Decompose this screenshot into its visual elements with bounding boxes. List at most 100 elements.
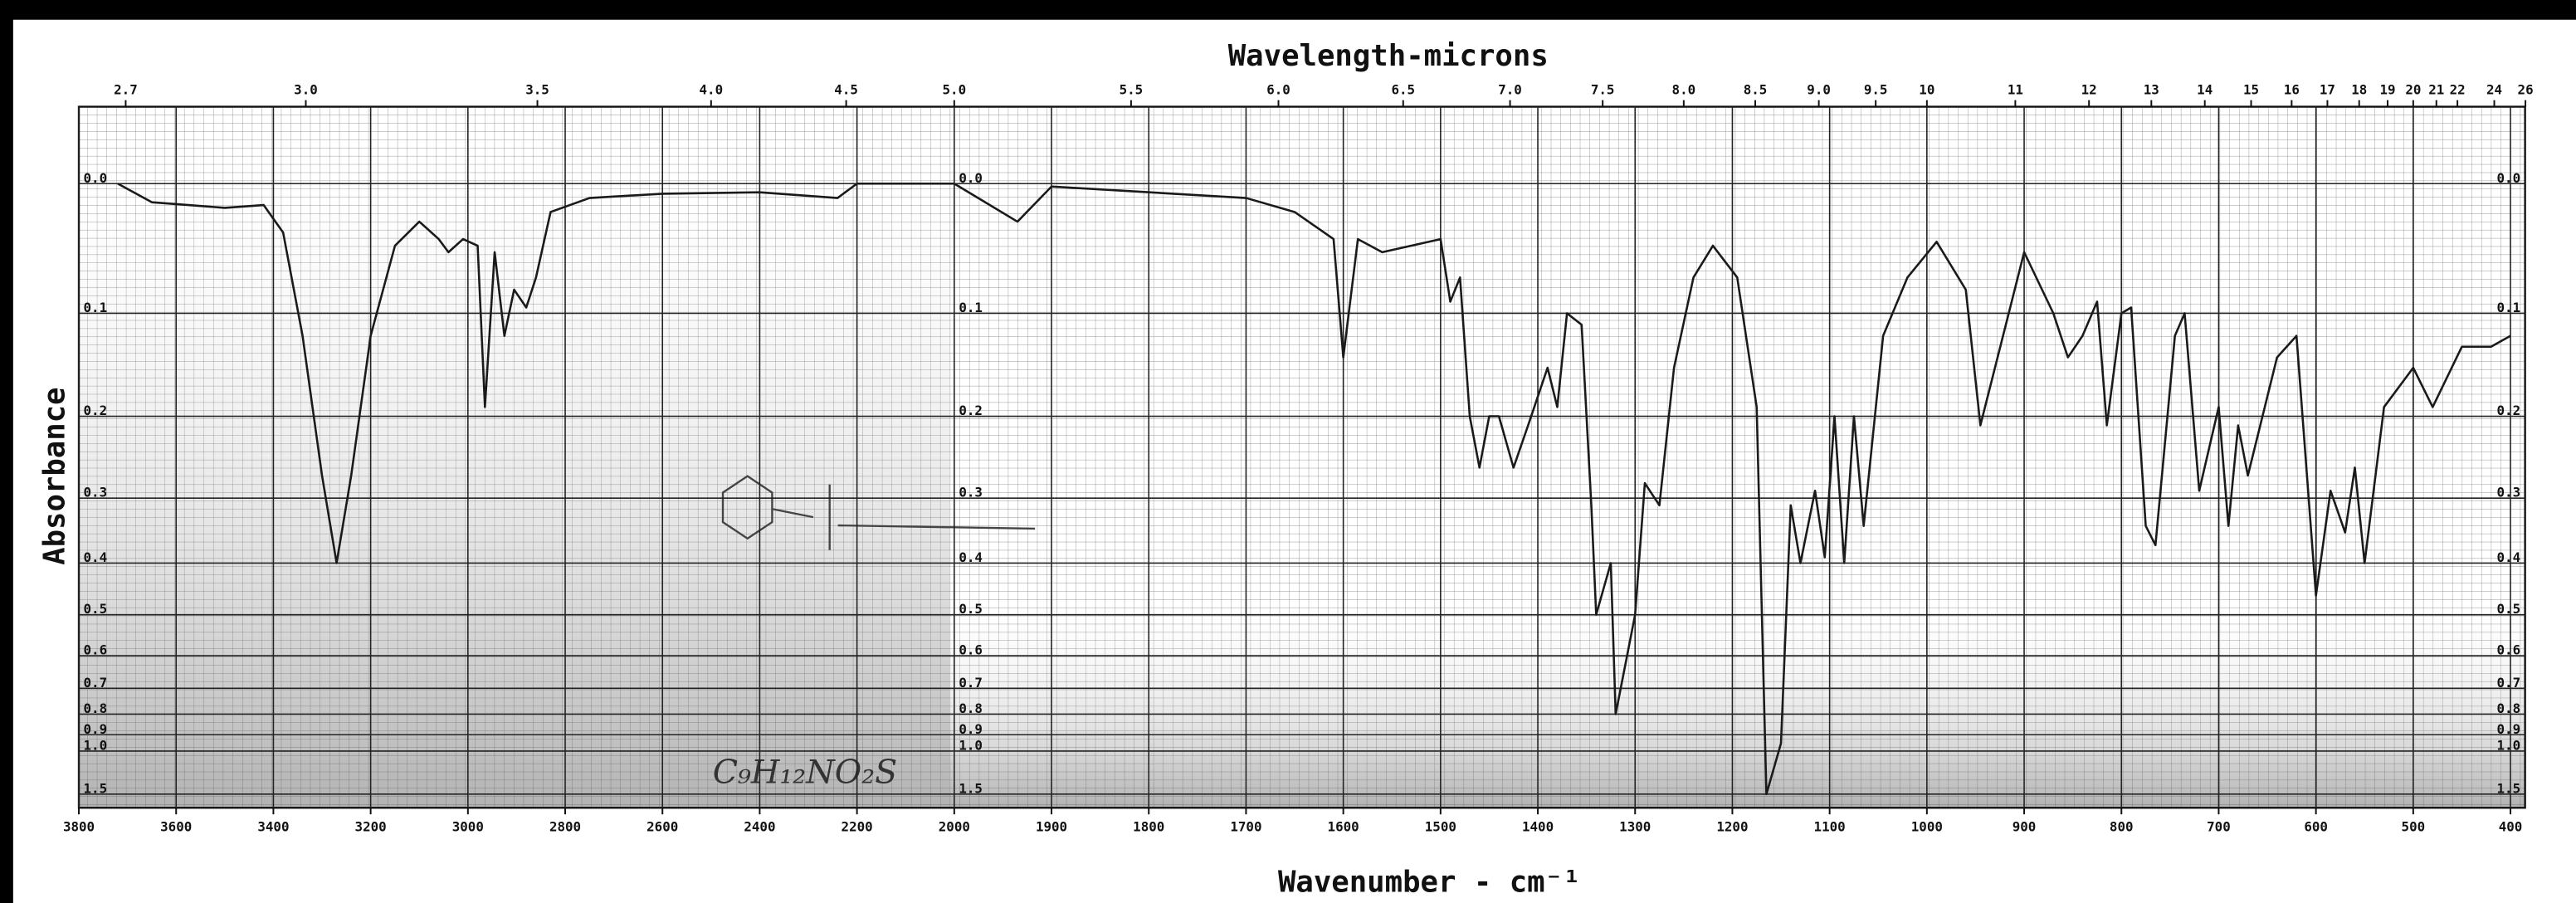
y-tick-label: 0.5 [84,601,108,617]
top-tick-label: 21 [2428,81,2444,97]
y-tick-label: 0.6 [84,642,108,658]
y-tick-label: 0.7 [959,675,983,691]
y-tick-label: 0.2 [2497,403,2521,418]
y-tick-label: 0.5 [2497,601,2521,617]
scan-border [0,0,13,903]
y-tick-label: 1.5 [959,780,983,796]
top-tick-label: 18 [2351,81,2367,97]
top-tick-label: 19 [2379,81,2395,97]
y-tick-label: 0.1 [959,300,983,315]
x-tick-label: 1500 [1425,819,1456,835]
x-tick-label: 1700 [1230,819,1261,835]
x-tick-label: 700 [2207,819,2231,835]
y-tick-label: 0.1 [2497,300,2521,315]
y-tick-label: 1.0 [959,737,983,753]
x-tick-label: 3800 [63,819,95,835]
top-tick-label: 26 [2518,81,2534,97]
top-tick-label: 11 [2008,81,2023,97]
top-tick-label: 5.5 [1120,81,1144,97]
spectrum-line [117,182,2511,796]
y-tick-label: 0.4 [959,549,983,565]
structure-sketch [721,475,1036,550]
top-tick-label: 12 [2081,81,2097,97]
top-tick-label: 8.0 [1672,81,1696,97]
annotation: C₉H₁₂NO₂S [713,754,897,792]
x-tick-label: 3600 [160,819,192,835]
x-tick-label: 1000 [1911,819,1943,835]
x-tick-label: 1600 [1328,819,1359,835]
top-tick-label: 3.5 [525,81,549,97]
x-tick-label: 1200 [1716,819,1748,835]
x-tick-label: 2400 [744,819,775,835]
y-tick-label: 0.9 [2497,721,2521,737]
x-tick-label: 2200 [842,819,873,835]
x-tick-label: 900 [2013,819,2037,835]
y-tick-label: 1.5 [84,780,108,796]
y-tick-label: 0.3 [959,485,983,500]
x-tick-label: 3400 [257,819,289,835]
top-tick-label: 4.0 [700,81,724,97]
top-tick-label: 6.0 [1266,81,1290,97]
y-tick-label: 0.4 [84,549,108,565]
top-tick-label: 24 [2486,81,2502,97]
y-axis-title: Absorbance [37,388,71,565]
y-tick-label: 0.0 [959,170,983,186]
y-tick-label: 0.7 [84,675,108,691]
top-tick-label: 2.7 [114,81,138,97]
y-tick-label: 0.2 [959,403,983,418]
y-tick-label: 0.9 [959,721,983,737]
x-tick-label: 3000 [452,819,484,835]
y-tick-label: 0.3 [84,485,108,500]
scan-border [0,0,2576,20]
top-tick-label: 3.0 [294,81,318,97]
x-tick-label: 2000 [939,819,970,835]
y-tick-label: 0.9 [84,721,108,737]
top-tick-label: 10 [1919,81,1934,97]
top-tick-label: 14 [2197,81,2213,97]
x-tick-label: 400 [2499,819,2523,835]
y-tick-label: 0.8 [84,700,108,716]
top-tick-label: 9.5 [1864,81,1888,97]
y-tick-label: 0.8 [959,700,983,716]
y-tick-label: 0.6 [959,642,983,658]
top-tick-label: 22 [2450,81,2466,97]
top-tick-label: 7.0 [1498,81,1522,97]
x-tick-label: 600 [2304,819,2328,835]
top-tick-label: 17 [2320,81,2335,97]
y-tick-label: 0.7 [2497,675,2521,691]
x-tick-label: 500 [2402,819,2426,835]
y-tick-label: 0.2 [84,403,108,418]
x-axis-title: Wavenumber - cm⁻¹ [1278,865,1581,899]
y-tick-label: 1.5 [2497,780,2521,796]
top-tick-label: 6.5 [1391,81,1415,97]
x-tick-label: 3200 [355,819,387,835]
y-tick-label: 1.0 [2497,737,2521,753]
top-tick-label: 7.5 [1591,81,1615,97]
x-tick-label: 2600 [646,819,678,835]
x-tick-label: 1300 [1619,819,1651,835]
top-tick-label: 5.0 [943,81,967,97]
x-tick-label: 1100 [1814,819,1846,835]
x-tick-label: 1900 [1036,819,1067,835]
x-tick-label: 1800 [1133,819,1164,835]
y-tick-label: 0.5 [959,601,983,617]
y-tick-label: 0.6 [2497,642,2521,658]
top-tick-label: 13 [2144,81,2159,97]
y-tick-label: 1.0 [84,737,108,753]
paper-shade [79,106,950,808]
top-tick-label: 4.5 [834,81,858,97]
y-tick-label: 0.8 [2497,700,2521,716]
paper-shade [949,591,2525,808]
y-tick-label: 0.0 [84,170,108,186]
x-tick-label: 1400 [1522,819,1554,835]
top-tick-label: 20 [2405,81,2421,97]
top-axis-title: Wavelength-microns [1228,39,1549,73]
x-tick-label: 2800 [549,819,581,835]
y-tick-label: 0.0 [2497,170,2521,186]
x-tick-label: 800 [2110,819,2134,835]
top-tick-label: 15 [2243,81,2259,97]
y-tick-label: 0.4 [2497,549,2521,565]
y-tick-label: 0.3 [2497,485,2521,500]
